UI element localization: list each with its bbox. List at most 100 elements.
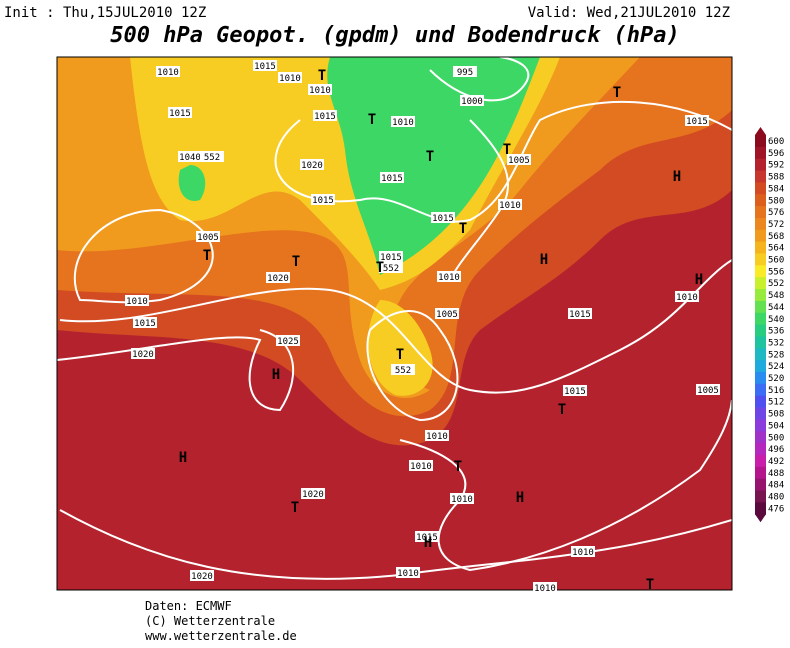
isobar-label: 1015 bbox=[381, 174, 403, 184]
field-560-uk bbox=[368, 300, 433, 396]
colorbar-swatch bbox=[755, 206, 766, 219]
colorbar-label: 520 bbox=[768, 374, 784, 384]
isobar-label: 1015 bbox=[569, 310, 591, 320]
colorbar-label: 500 bbox=[768, 433, 784, 443]
colorbar-label: 492 bbox=[768, 457, 784, 467]
map-field bbox=[57, 57, 732, 590]
pressure-center: T bbox=[291, 500, 299, 516]
isobar-label: 1010 bbox=[410, 462, 432, 472]
pressure-center: T bbox=[376, 260, 384, 276]
pressure-center: T bbox=[292, 254, 300, 270]
isobar-label: 1005 bbox=[197, 233, 219, 243]
colorbar-label: 516 bbox=[768, 386, 784, 396]
pressure-center: H bbox=[695, 272, 703, 288]
isobar-label-box bbox=[379, 251, 403, 262]
colorbar-cap bbox=[755, 127, 766, 135]
isobar-label-box bbox=[253, 60, 277, 71]
colorbar-swatch bbox=[755, 194, 766, 207]
isobar-label-box bbox=[533, 582, 557, 593]
pressure-center: T bbox=[426, 149, 434, 165]
colorbar-label: 580 bbox=[768, 196, 784, 206]
pressure-center: T bbox=[459, 221, 467, 237]
isobar-label: 1020 bbox=[191, 572, 213, 582]
isobar-label-box bbox=[308, 84, 332, 95]
colorbar-swatch bbox=[755, 466, 766, 480]
isobar-label: 1005 bbox=[697, 386, 719, 396]
colorbar-swatch bbox=[755, 182, 766, 195]
isobar-label: 1015 bbox=[564, 387, 586, 397]
isobar-label: 1010 bbox=[534, 584, 556, 594]
isobar-label-box bbox=[125, 295, 149, 306]
isobar-label-box bbox=[278, 72, 302, 83]
isobar-label-box bbox=[415, 531, 439, 542]
colorbar-swatch bbox=[755, 490, 766, 503]
isobar-label: 1020 bbox=[132, 350, 154, 360]
field-548 bbox=[178, 165, 206, 201]
colorbar-label: 552 bbox=[768, 279, 784, 289]
isobar-label: 1015 bbox=[314, 112, 336, 122]
colorbar-label: 480 bbox=[768, 493, 784, 503]
colorbar-label: 548 bbox=[768, 291, 784, 301]
isobar-label: 1005 bbox=[436, 310, 458, 320]
colorbar-swatch bbox=[755, 146, 766, 160]
colorbar-label: 556 bbox=[768, 267, 784, 277]
pressure-center: T bbox=[203, 248, 211, 264]
isobar-label-box bbox=[133, 317, 157, 328]
footer-line: (C) Wetterzentrale bbox=[145, 614, 275, 628]
colorbar-swatch bbox=[755, 431, 766, 444]
colorbar-label: 544 bbox=[768, 303, 784, 313]
isobar-label-box bbox=[675, 291, 699, 302]
init-time: Init : Thu,15JUL2010 12Z bbox=[4, 5, 206, 21]
colorbar-swatch bbox=[755, 407, 766, 420]
isobar-label-box bbox=[425, 430, 449, 441]
pressure-center: T bbox=[454, 459, 462, 475]
isobar-label-box bbox=[380, 172, 404, 183]
isobar-label: 1010 bbox=[572, 548, 594, 558]
isobar-label: 1005 bbox=[508, 156, 530, 166]
isobar-label-box bbox=[453, 66, 477, 77]
isobar-label: 1015 bbox=[416, 533, 438, 543]
isobar-label: 1015 bbox=[169, 109, 191, 119]
pressure-center: T bbox=[558, 402, 566, 418]
colorbar-swatch bbox=[755, 443, 766, 456]
pressure-center: T bbox=[503, 142, 511, 158]
isobar-label-box bbox=[396, 567, 420, 578]
isobar-label: 1015 bbox=[380, 253, 402, 263]
isobar-label: 1015 bbox=[134, 319, 156, 329]
colorbar-label: 508 bbox=[768, 410, 784, 420]
isobar-label-box bbox=[568, 308, 592, 319]
pressure-center: H bbox=[272, 367, 280, 383]
colorbar-cap bbox=[755, 514, 766, 523]
isobar-label: 1010 bbox=[451, 495, 473, 505]
pressure-center: H bbox=[179, 450, 187, 466]
isobar-label-box bbox=[178, 151, 202, 162]
isobar-label: 1040 bbox=[179, 153, 201, 163]
colorbar-label: 476 bbox=[768, 504, 784, 514]
colorbar-label: 584 bbox=[768, 184, 784, 194]
isobar-label: 1010 bbox=[126, 297, 148, 307]
pressure-center: H bbox=[516, 490, 524, 506]
pressure-center: T bbox=[368, 112, 376, 128]
colorbar-swatch bbox=[755, 158, 766, 172]
isobar-label: 1020 bbox=[267, 274, 289, 284]
footer-line: Daten: ECMWF bbox=[145, 599, 232, 613]
isobar-label: 1010 bbox=[279, 74, 301, 84]
isobar-label: 1015 bbox=[312, 196, 334, 206]
isobar-label: 1025 bbox=[277, 337, 299, 347]
isobar-label: 1000 bbox=[461, 97, 483, 107]
isobar-label: 1020 bbox=[302, 490, 324, 500]
colorbar-label: 596 bbox=[768, 149, 784, 159]
pressure-center: T bbox=[613, 85, 621, 101]
colorbar-swatch bbox=[755, 170, 766, 183]
colorbar-swatch bbox=[755, 454, 766, 468]
colorbar-swatch bbox=[755, 265, 766, 278]
isobar-label-box bbox=[696, 384, 720, 395]
colorbar-label: 568 bbox=[768, 232, 784, 242]
isobar-label-box bbox=[200, 151, 224, 162]
isobar-label-box bbox=[301, 488, 325, 499]
colorbar-label: 576 bbox=[768, 208, 784, 218]
pressure-center: H bbox=[424, 535, 432, 551]
colorbar-label: 532 bbox=[768, 338, 784, 348]
